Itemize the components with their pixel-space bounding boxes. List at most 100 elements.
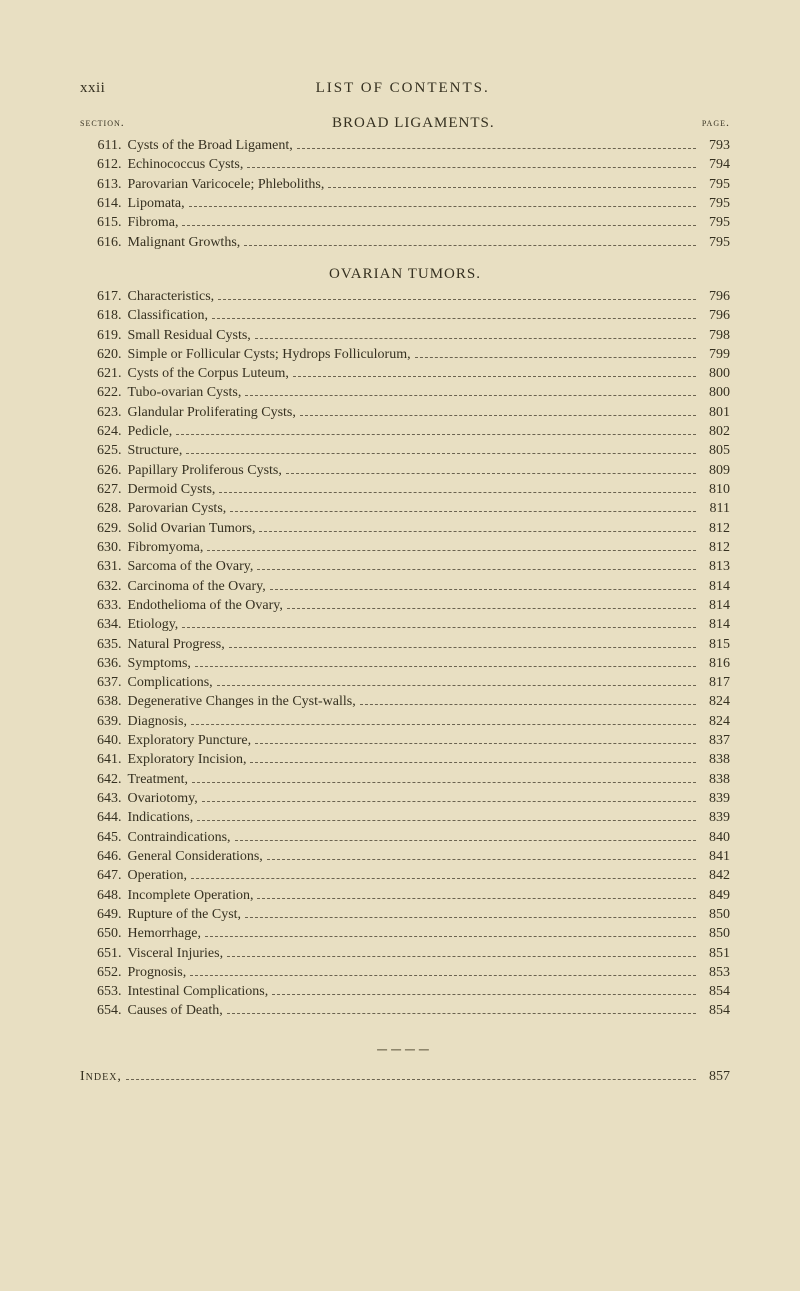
entry-title: Etiology,: [128, 615, 179, 634]
leader: [191, 870, 696, 879]
entry-separator: .: [118, 1001, 122, 1020]
toc-entry: 624.Pedicle,802: [80, 422, 730, 441]
entry-separator: .: [118, 982, 122, 1001]
section-heading: BROAD LIGAMENTS.: [125, 115, 702, 132]
entry-page: 801: [700, 403, 730, 422]
toc-entry: 648.Incomplete Operation,849: [80, 886, 730, 905]
entry-title: Causes of Death,: [128, 1001, 223, 1020]
leader: [257, 561, 696, 570]
entry-number: 652: [80, 963, 118, 982]
entry-title: Symptoms,: [128, 654, 191, 673]
leader: [257, 889, 696, 898]
entry-page: 839: [700, 789, 730, 808]
entry-title: Cysts of the Broad Ligament,: [128, 136, 293, 155]
entry-separator: .: [118, 383, 122, 402]
entry-title: Classification,: [128, 306, 209, 325]
leader: [250, 754, 696, 763]
entry-title: Operation,: [128, 866, 187, 885]
leader: [205, 928, 696, 937]
toc-entry: 639.Diagnosis,824: [80, 712, 730, 731]
entry-page: 838: [700, 770, 730, 789]
entry-title: Tubo-ovarian Cysts,: [128, 383, 242, 402]
entry-separator: .: [118, 403, 122, 422]
toc-entry: 638.Degenerative Changes in the Cyst-wal…: [80, 692, 730, 711]
entry-title: Visceral Injuries,: [128, 944, 224, 963]
entry-title: Degenerative Changes in the Cyst-walls,: [128, 692, 356, 711]
entry-page: 794: [700, 155, 730, 174]
entry-title: Ovariotomy,: [128, 789, 198, 808]
entry-title: Natural Progress,: [128, 635, 225, 654]
entry-title: Solid Ovarian Tumors,: [128, 519, 256, 538]
toc-entry: 643.Ovariotomy,839: [80, 789, 730, 808]
leader: [300, 406, 696, 415]
entry-number: 621: [80, 364, 118, 383]
entry-page: 837: [700, 731, 730, 750]
toc-entry: 642.Treatment,838: [80, 770, 730, 789]
entry-separator: .: [118, 213, 122, 232]
entry-separator: .: [118, 136, 122, 155]
leader: [197, 812, 696, 821]
entry-page: 809: [700, 461, 730, 480]
leader: [272, 986, 696, 995]
entry-title: Structure,: [128, 441, 183, 460]
entry-number: 631: [80, 557, 118, 576]
entry-number: 622: [80, 383, 118, 402]
entry-separator: .: [118, 808, 122, 827]
leader: [227, 947, 696, 956]
leader: [360, 696, 696, 705]
leader: [244, 236, 696, 245]
entry-number: 644: [80, 808, 118, 827]
entry-number: 647: [80, 866, 118, 885]
entry-title: Fibroma,: [128, 213, 179, 232]
leader: [287, 599, 696, 608]
entry-number: 653: [80, 982, 118, 1001]
entry-title: Treatment,: [128, 770, 189, 789]
entry-number: 615: [80, 213, 118, 232]
leader: [255, 735, 696, 744]
entry-separator: .: [118, 847, 122, 866]
entry-title: Sarcoma of the Ovary,: [128, 557, 254, 576]
leader: [126, 1070, 696, 1079]
entry-page: 851: [700, 944, 730, 963]
entry-page: 795: [700, 175, 730, 194]
entry-page: 849: [700, 886, 730, 905]
entry-page: 824: [700, 692, 730, 711]
leader: [182, 619, 696, 628]
leader: [190, 966, 696, 975]
entry-title: Endothelioma of the Ovary,: [128, 596, 283, 615]
index-page: 857: [700, 1069, 730, 1085]
page-roman-numeral: xxii: [80, 80, 105, 97]
leader: [230, 503, 696, 512]
toc-entry: 625.Structure,805: [80, 441, 730, 460]
entry-page: 854: [700, 982, 730, 1001]
toc-entry: 654.Causes of Death,854: [80, 1001, 730, 1020]
entry-page: 812: [700, 538, 730, 557]
entry-title: Parovarian Cysts,: [128, 499, 227, 518]
entry-number: 630: [80, 538, 118, 557]
leader: [259, 522, 696, 531]
entry-number: 634: [80, 615, 118, 634]
leader: [212, 310, 696, 319]
entry-page: 838: [700, 750, 730, 769]
toc-entry: 626.Papillary Proliferous Cysts,809: [80, 461, 730, 480]
leader: [219, 484, 696, 493]
entry-number: 648: [80, 886, 118, 905]
entry-page: 814: [700, 615, 730, 634]
entry-number: 618: [80, 306, 118, 325]
entry-page: 817: [700, 673, 730, 692]
entry-number: 651: [80, 944, 118, 963]
entry-separator: .: [118, 866, 122, 885]
toc-entry: 627.Dermoid Cysts,810: [80, 480, 730, 499]
entry-number: 632: [80, 577, 118, 596]
toc-entry: 631.Sarcoma of the Ovary,813: [80, 557, 730, 576]
entry-separator: .: [118, 306, 122, 325]
entry-title: Lipomata,: [128, 194, 185, 213]
entry-title: Echinococcus Cysts,: [128, 155, 244, 174]
entry-separator: .: [118, 828, 122, 847]
entry-page: 800: [700, 383, 730, 402]
entry-number: 654: [80, 1001, 118, 1020]
entry-page: 795: [700, 233, 730, 252]
entry-page: 805: [700, 441, 730, 460]
entry-number: 645: [80, 828, 118, 847]
entry-number: 638: [80, 692, 118, 711]
